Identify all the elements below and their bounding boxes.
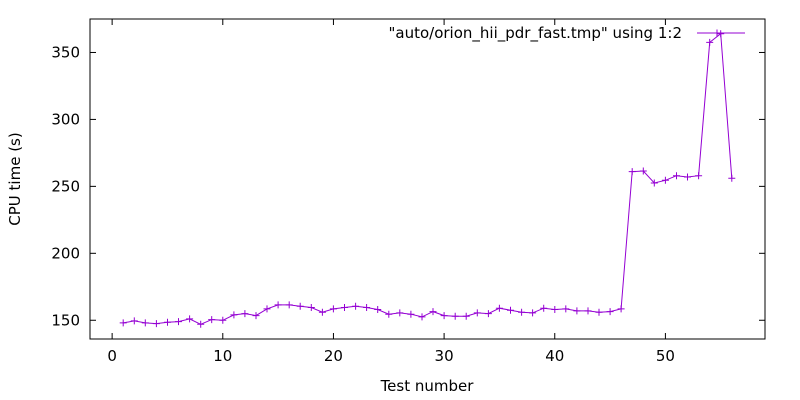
y-axis: 150 200 250 300 350 <box>51 43 765 329</box>
data-point-marker <box>606 308 614 316</box>
data-point-marker <box>141 319 149 327</box>
data-point-marker <box>695 172 703 180</box>
data-point-marker <box>152 320 160 328</box>
data-point-marker <box>706 38 714 46</box>
plot-frame <box>89 18 766 340</box>
y-tick-label: 200 <box>51 244 80 262</box>
data-point-marker <box>473 309 481 317</box>
series-line <box>123 32 733 325</box>
y-tick-label: 150 <box>51 311 80 329</box>
x-tick-label: 20 <box>324 347 343 365</box>
data-point-marker <box>462 312 470 320</box>
data-point-marker <box>396 309 404 317</box>
data-point-marker <box>440 312 448 320</box>
data-point-marker <box>551 306 559 313</box>
data-point-marker <box>252 312 260 320</box>
data-point-marker <box>175 318 182 326</box>
data-point-marker <box>363 304 371 311</box>
data-point-marker <box>274 301 282 309</box>
legend-point-marker <box>713 29 721 37</box>
data-point-marker <box>164 318 171 326</box>
data-point-marker <box>595 308 603 316</box>
data-point-marker <box>429 308 437 316</box>
data-point-marker <box>374 306 382 313</box>
x-tick-label: 30 <box>435 347 454 365</box>
data-point-marker <box>507 306 514 314</box>
y-tick-label: 250 <box>51 177 80 195</box>
data-point-marker <box>484 310 492 318</box>
data-point-marker <box>119 319 127 327</box>
data-point-marker <box>219 316 227 324</box>
x-tick-label: 10 <box>213 347 232 365</box>
data-point-marker <box>540 304 548 312</box>
data-point-marker <box>407 310 415 318</box>
x-tick-label: 0 <box>107 347 117 365</box>
data-point-marker <box>296 302 304 310</box>
x-axis: 0 10 20 30 40 50 <box>107 19 675 365</box>
y-tick-label: 350 <box>51 43 80 61</box>
data-point-marker <box>639 167 647 175</box>
data-point-marker <box>684 173 691 181</box>
series-layer <box>119 30 736 328</box>
data-point-marker <box>628 168 636 176</box>
data-point-marker <box>208 316 216 324</box>
data-point-marker <box>307 304 315 311</box>
data-point-marker <box>385 310 393 318</box>
data-point-marker <box>661 176 669 184</box>
x-tick-label: 50 <box>656 347 675 365</box>
data-point-marker <box>130 317 138 325</box>
data-point-marker <box>728 174 736 182</box>
data-point-marker <box>285 301 293 309</box>
data-point-marker <box>329 305 337 313</box>
data-point-marker <box>352 302 360 310</box>
data-point-marker <box>617 305 625 313</box>
data-point-marker <box>418 313 426 321</box>
data-point-marker <box>562 305 570 313</box>
y-tick-label: 300 <box>51 110 80 128</box>
y-axis-label: CPU time (s) <box>6 132 24 225</box>
data-point-marker <box>197 320 205 328</box>
legend: "auto/orion_hii_pdr_fast.tmp" using 1:2 <box>388 24 745 43</box>
data-point-marker <box>717 30 725 38</box>
data-point-marker <box>529 309 537 317</box>
data-point-marker <box>341 304 348 311</box>
data-point-marker <box>241 310 249 318</box>
legend-label: "auto/orion_hii_pdr_fast.tmp" using 1:2 <box>388 24 682 43</box>
data-point-marker <box>584 307 592 315</box>
data-point-marker <box>495 304 503 312</box>
data-point-marker <box>186 315 194 323</box>
data-point-marker <box>673 172 680 180</box>
data-point-marker <box>230 311 238 319</box>
data-point-marker <box>263 305 271 313</box>
x-tick-label: 40 <box>545 347 564 365</box>
data-point-marker <box>650 179 658 187</box>
data-point-marker <box>518 308 526 316</box>
data-point-marker <box>451 312 459 320</box>
data-point-marker <box>318 308 326 316</box>
x-axis-label: Test number <box>380 377 475 395</box>
data-point-marker <box>573 307 581 315</box>
